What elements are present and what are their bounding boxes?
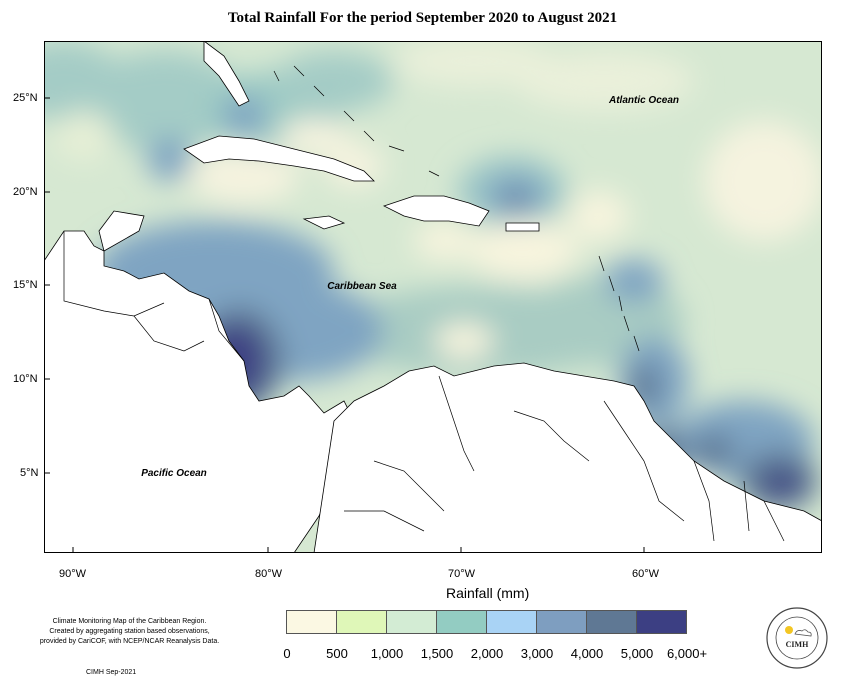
pacific-ocean-label: Pacific Ocean bbox=[141, 468, 207, 479]
island-outlines bbox=[273, 65, 640, 352]
land-masses bbox=[44, 41, 822, 553]
legend-colorbar bbox=[286, 610, 687, 634]
legend-tick-label: 5,000 bbox=[620, 646, 654, 661]
legend-swatch-4 bbox=[487, 611, 537, 633]
legend-swatch-2 bbox=[387, 611, 437, 633]
legend-swatch-5 bbox=[537, 611, 587, 633]
rainfall-map: Atlantic Ocean Caribbean Sea Pacific Oce… bbox=[44, 41, 822, 553]
legend-swatch-0 bbox=[287, 611, 337, 633]
footer-date: CIMH Sep-2021 bbox=[86, 669, 137, 676]
legend-tick-label: 1,500 bbox=[420, 646, 454, 661]
lon-label-90w: 90°W bbox=[59, 568, 87, 580]
cloud-icon bbox=[794, 629, 812, 637]
legend-tick-label: 4,000 bbox=[570, 646, 604, 661]
lon-label-80w: 80°W bbox=[255, 568, 283, 580]
atlantic-ocean-label: Atlantic Ocean bbox=[608, 95, 679, 106]
map-title: Total Rainfall For the period September … bbox=[227, 10, 618, 26]
lat-label-5n: 5°N bbox=[20, 467, 39, 479]
lat-label-10n: 10°N bbox=[13, 373, 38, 385]
legend-swatch-7 bbox=[637, 611, 686, 633]
legend-tick-label: 0 bbox=[283, 646, 291, 661]
legend-swatch-1 bbox=[337, 611, 387, 633]
lat-label-15n: 15°N bbox=[13, 279, 38, 291]
credit-text: Climate Monitoring Map of the Caribbean … bbox=[22, 617, 237, 647]
legend-tick-label: 1,000 bbox=[370, 646, 404, 661]
lon-label-60w: 60°W bbox=[632, 568, 660, 580]
cimh-logo: CIMH bbox=[766, 607, 828, 669]
legend-tick-label: 3,000 bbox=[520, 646, 554, 661]
lat-label-25n: 25°N bbox=[13, 92, 38, 104]
credit-line-1: Climate Monitoring Map of the Caribbean … bbox=[52, 618, 207, 625]
legend-title: Rainfall (mm) bbox=[446, 585, 530, 601]
lat-label-20n: 20°N bbox=[13, 186, 38, 198]
lon-label-70w: 70°W bbox=[448, 568, 476, 580]
country-borders bbox=[63, 231, 785, 542]
map-border bbox=[44, 41, 822, 553]
caribbean-sea-label: Caribbean Sea bbox=[327, 281, 397, 292]
credit-line-3: provided by CariCOF, with NCEP/NCAR Rean… bbox=[39, 638, 220, 645]
credit-line-2: Created by aggregating station based obs… bbox=[49, 628, 210, 635]
legend-swatch-6 bbox=[587, 611, 637, 633]
sun-icon bbox=[785, 626, 793, 634]
legend-tick-label: 6,000+ bbox=[666, 646, 708, 661]
logo-text: CIMH bbox=[786, 640, 809, 649]
legend-tick-label: 500 bbox=[326, 646, 348, 661]
legend-tick-label: 2,000 bbox=[470, 646, 504, 661]
legend-swatch-3 bbox=[437, 611, 487, 633]
